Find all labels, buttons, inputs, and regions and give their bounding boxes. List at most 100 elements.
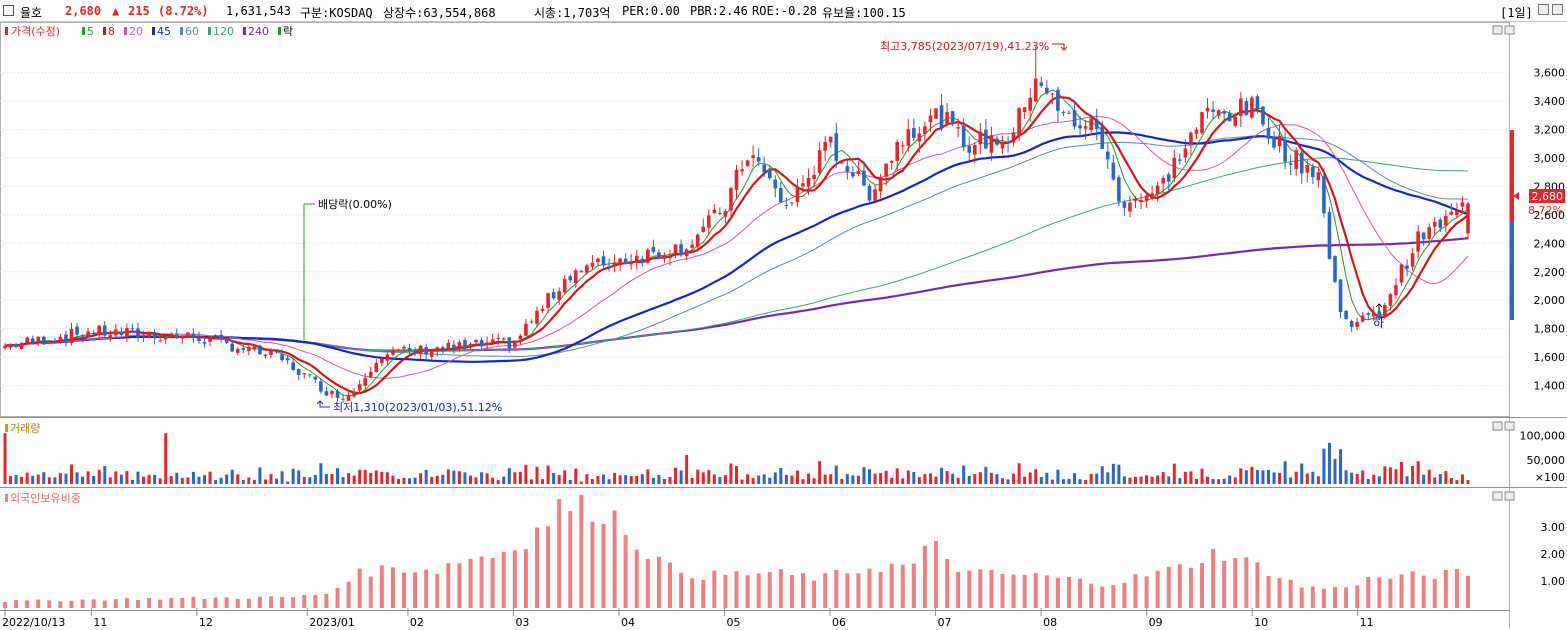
candle-body (984, 129, 988, 149)
volume-bar (36, 474, 40, 484)
foreign-ownership-bar (911, 563, 916, 608)
foreign-ownership-bar (812, 580, 817, 608)
foreign-ownership-bar (889, 563, 894, 608)
volume-bar (940, 467, 944, 484)
candle-body (435, 347, 440, 352)
candle-body (1338, 279, 1343, 313)
candle-body (607, 266, 611, 268)
volume-bar (901, 478, 905, 484)
volume-bar (1039, 476, 1043, 484)
volume-bar (446, 469, 450, 484)
restore-icon[interactable] (1538, 4, 1549, 15)
date-tick-label: 02 (410, 616, 424, 629)
candle-body (573, 270, 578, 284)
volume-bar (108, 477, 112, 484)
candle-body (1399, 264, 1404, 283)
volume-bar (391, 475, 395, 484)
date-tick-label: 11 (93, 616, 107, 629)
foreign-ownership-bar (1211, 548, 1216, 608)
candle-body (695, 234, 700, 247)
close-icon[interactable] (1552, 4, 1563, 15)
foreign-ownership-bar (1000, 573, 1005, 608)
price-panel-close-icon[interactable] (1504, 25, 1515, 35)
volume-bar (1073, 473, 1077, 484)
candle-body (114, 329, 118, 336)
volume-bar (707, 470, 711, 484)
foreign-ownership-bar (645, 558, 650, 608)
foreign-panel-minimize-icon[interactable] (1492, 491, 1503, 501)
high-arrow-icon (1052, 43, 1068, 51)
volume-axis: 100,000 50,000 ×100 (1520, 430, 1566, 484)
foreign-ownership-bar (656, 556, 661, 608)
candle-body (1349, 320, 1354, 327)
volume-bar (319, 463, 323, 484)
candle-body (889, 160, 894, 163)
stock-name: 율호 (20, 6, 43, 20)
foreign-ownership-bar (690, 578, 695, 608)
limit-down-arrow-icon (1375, 303, 1383, 312)
candle-body (767, 168, 772, 179)
foreign-ownership-bar (1011, 574, 1016, 608)
candle-body (247, 347, 251, 351)
volume-panel-close-icon[interactable] (1504, 421, 1515, 431)
candle-body (313, 376, 318, 380)
foreign-ownership-bar (601, 523, 606, 608)
foreign-ownership-bar (1388, 578, 1393, 608)
volume-bar (480, 472, 484, 484)
volume-bar (9, 476, 13, 484)
volume-bar (214, 480, 218, 484)
volume-bar (989, 472, 993, 484)
foreign-ownership-bar (36, 599, 41, 608)
volume-bar (906, 470, 910, 484)
candle-body (712, 209, 717, 214)
date-tick-label: 12 (199, 616, 213, 629)
candle-body (956, 127, 960, 129)
candle-body (1227, 113, 1232, 122)
foreign-ownership-bar (1122, 582, 1127, 608)
candle-body (440, 347, 445, 350)
select-checkbox[interactable] (3, 5, 14, 16)
volume-bar (978, 472, 982, 484)
volume-bar (746, 474, 750, 484)
volume-bar (1316, 476, 1320, 484)
current-price: 2,680 (65, 4, 102, 18)
volume-bar (308, 477, 312, 484)
foreign-ownership-bar (523, 549, 528, 608)
foreign-panel-close-icon[interactable] (1504, 491, 1515, 501)
volume-bar (474, 477, 478, 484)
volume-bar (1455, 480, 1459, 484)
price-panel-minimize-icon[interactable] (1492, 25, 1503, 35)
candle-body (1105, 151, 1110, 160)
price-tick-label: 2,000 (1534, 294, 1566, 307)
volume-bar (840, 478, 844, 484)
volume-bar (1444, 471, 1448, 484)
volume-bar (374, 470, 378, 484)
candle-body (740, 169, 744, 172)
volume-bar (1244, 470, 1248, 484)
candle-body (817, 150, 822, 173)
volume-bar (823, 474, 827, 484)
legend-dividend: 락 (283, 25, 293, 38)
volume-bar (369, 473, 373, 484)
volume-bar (186, 477, 190, 484)
foreign-ownership-bar (1100, 586, 1105, 608)
candle-body (335, 391, 340, 398)
candle-body (97, 325, 102, 335)
volume-bar (701, 472, 705, 484)
volume-panel-minimize-icon[interactable] (1492, 421, 1503, 431)
candle-body (330, 390, 334, 395)
date-tick-label: 08 (1043, 616, 1057, 629)
period-selector[interactable]: [1일] (1500, 6, 1533, 20)
candle-body (374, 363, 379, 373)
volume-tick-label: 100,000 (1520, 430, 1566, 443)
foreign-ownership-bar (723, 574, 728, 608)
candle-body (657, 252, 661, 259)
volume-bar (1255, 470, 1259, 484)
volume-bar (1183, 471, 1187, 484)
foreign-ownership-bar (767, 572, 772, 608)
candle-body (58, 336, 63, 344)
candle-body (557, 291, 561, 301)
volume-bar (624, 475, 628, 484)
foreign-ownership-bar (335, 588, 340, 608)
foreign-ownership-bar (224, 597, 229, 608)
